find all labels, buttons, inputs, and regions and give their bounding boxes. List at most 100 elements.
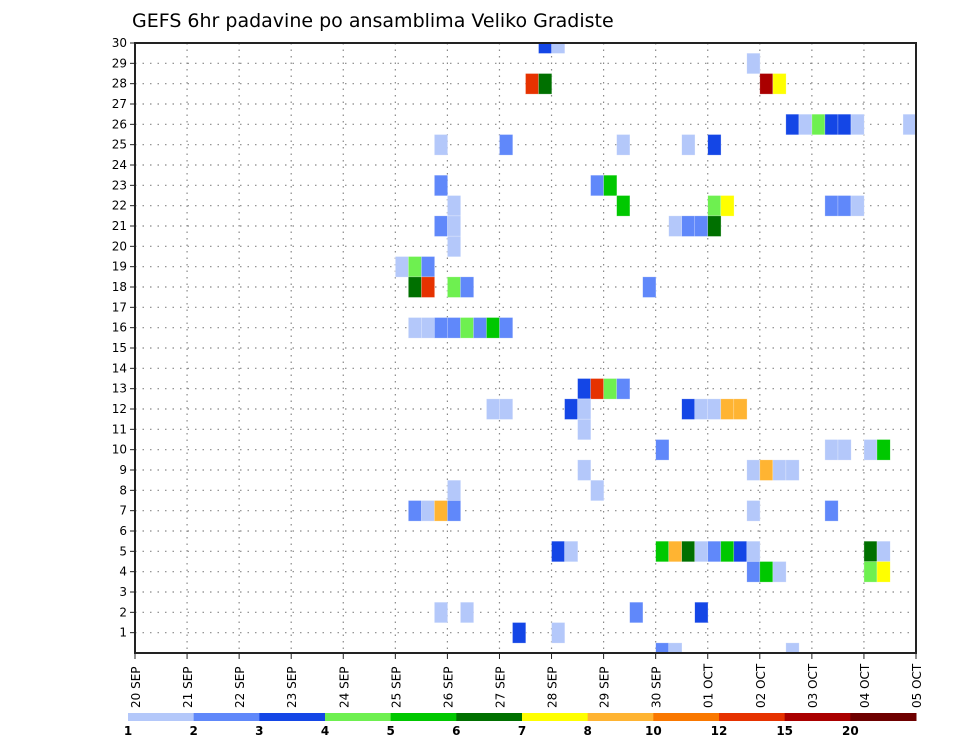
- y-tick-label: 16: [112, 321, 127, 335]
- precip-cell: [707, 540, 722, 563]
- colorbar-swatch: [653, 713, 720, 721]
- x-tick-label: 05 OCT: [910, 663, 924, 708]
- precip-cell: [824, 195, 839, 217]
- precip-cell: [434, 500, 448, 522]
- y-tick-label: 26: [112, 117, 127, 131]
- precip-cell: [681, 398, 696, 420]
- precip-cell: [551, 622, 566, 644]
- colorbar-swatch: [587, 713, 654, 721]
- chart-title: GEFS 6hr padavine po ansamblima Veliko G…: [132, 10, 614, 32]
- colorbar-label: 7: [518, 724, 526, 738]
- precip-cell: [590, 378, 605, 400]
- colorbar-label: 3: [255, 724, 263, 738]
- precip-cell: [642, 276, 657, 298]
- colorbar-swatch: [193, 713, 260, 721]
- colorbar-swatch: [325, 713, 392, 721]
- y-tick-label: 4: [119, 565, 127, 579]
- precip-cell: [486, 317, 501, 339]
- precip-cell: [473, 317, 488, 339]
- precip-cell: [733, 540, 748, 563]
- y-tick-label: 8: [119, 483, 127, 497]
- precip-cell: [824, 113, 839, 136]
- precip-cell: [616, 378, 631, 400]
- precip-cell: [746, 561, 761, 583]
- precip-cell: [577, 459, 592, 481]
- precip-cell: [408, 500, 422, 522]
- precip-cell: [421, 256, 435, 278]
- x-tick-label: 01 OCT: [702, 663, 716, 708]
- colorbar-legend: 1 2 3 4 5 6 7 8 10 12 15 20: [124, 713, 917, 738]
- precip-cell: [824, 439, 839, 461]
- precip-cell: [447, 215, 462, 237]
- precip-cell: [668, 540, 683, 563]
- colorbar-label: 2: [189, 724, 197, 738]
- x-tick-label: 25 SEP: [389, 666, 403, 708]
- precip-cell: [746, 52, 761, 75]
- precip-cell: [681, 215, 696, 237]
- precip-cell: [707, 195, 722, 217]
- y-tick-label: 22: [112, 199, 127, 213]
- colorbar-label: 20: [842, 724, 859, 738]
- precip-cell: [421, 276, 435, 298]
- y-tick-label: 10: [112, 443, 127, 457]
- colorbar-swatch: [850, 713, 917, 721]
- precip-cell: [668, 642, 683, 653]
- colorbar-label: 12: [711, 724, 728, 738]
- precip-cell: [668, 215, 683, 237]
- precip-cell: [499, 134, 514, 156]
- precip-cell: [486, 398, 501, 420]
- precip-cell: [551, 540, 566, 563]
- x-tick-label: 20 SEP: [129, 666, 143, 708]
- x-tick-label: 30 SEP: [650, 666, 664, 708]
- colorbar-swatch: [456, 713, 523, 721]
- precip-cell: [460, 317, 475, 339]
- precip-cell: [512, 622, 527, 644]
- y-tick-label: 6: [119, 524, 127, 538]
- x-tick-label: 29 SEP: [598, 666, 612, 708]
- precip-cell: [746, 540, 761, 563]
- precip-cell: [694, 215, 709, 237]
- precip-cell: [720, 398, 735, 420]
- precip-cell: [707, 215, 722, 237]
- precip-cell: [590, 479, 605, 502]
- y-tick-label: 19: [112, 260, 127, 274]
- x-tick-label: 21 SEP: [181, 666, 195, 708]
- precip-cell: [707, 398, 722, 420]
- x-tick-label: 23 SEP: [285, 666, 299, 708]
- y-tick-label: 21: [112, 219, 127, 233]
- precip-cell: [746, 459, 761, 481]
- precip-cell: [824, 500, 839, 522]
- precip-cell: [421, 500, 435, 522]
- precip-cell: [655, 439, 670, 461]
- precip-cell: [564, 398, 579, 420]
- precip-cell: [525, 73, 540, 95]
- y-tick-label: 11: [112, 422, 127, 436]
- precip-cell: [616, 134, 631, 156]
- precip-cell: [577, 398, 592, 420]
- y-tick-label: 18: [112, 280, 127, 294]
- y-tick-label: 13: [112, 382, 127, 396]
- precip-cell: [447, 195, 462, 217]
- x-tick-label: 04 OCT: [858, 663, 872, 708]
- precip-cell: [577, 378, 592, 400]
- precip-cell: [746, 500, 761, 522]
- y-tick-label: 28: [112, 77, 127, 91]
- precip-cell: [395, 256, 409, 278]
- precip-cell: [408, 256, 422, 278]
- precip-cell: [720, 195, 735, 217]
- precip-cell: [447, 317, 462, 339]
- colorbar-label: 1: [124, 724, 132, 738]
- precip-cell: [434, 174, 448, 197]
- precip-cell: [564, 540, 579, 563]
- x-tick-label: 22 SEP: [233, 666, 247, 708]
- precip-cell: [603, 378, 618, 400]
- precip-cell: [694, 398, 709, 420]
- precip-cell: [811, 113, 826, 136]
- precip-cell: [408, 276, 422, 298]
- colorbar-label: 5: [386, 724, 394, 738]
- precip-cell: [772, 561, 787, 583]
- y-tick-label: 7: [119, 504, 127, 518]
- colorbar-swatch: [784, 713, 851, 721]
- precip-cell: [798, 113, 813, 136]
- precip-cell: [863, 439, 878, 461]
